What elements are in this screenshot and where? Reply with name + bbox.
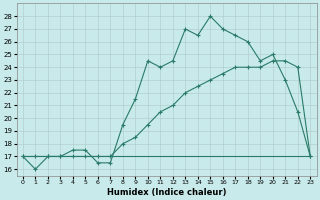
X-axis label: Humidex (Indice chaleur): Humidex (Indice chaleur) <box>107 188 226 197</box>
